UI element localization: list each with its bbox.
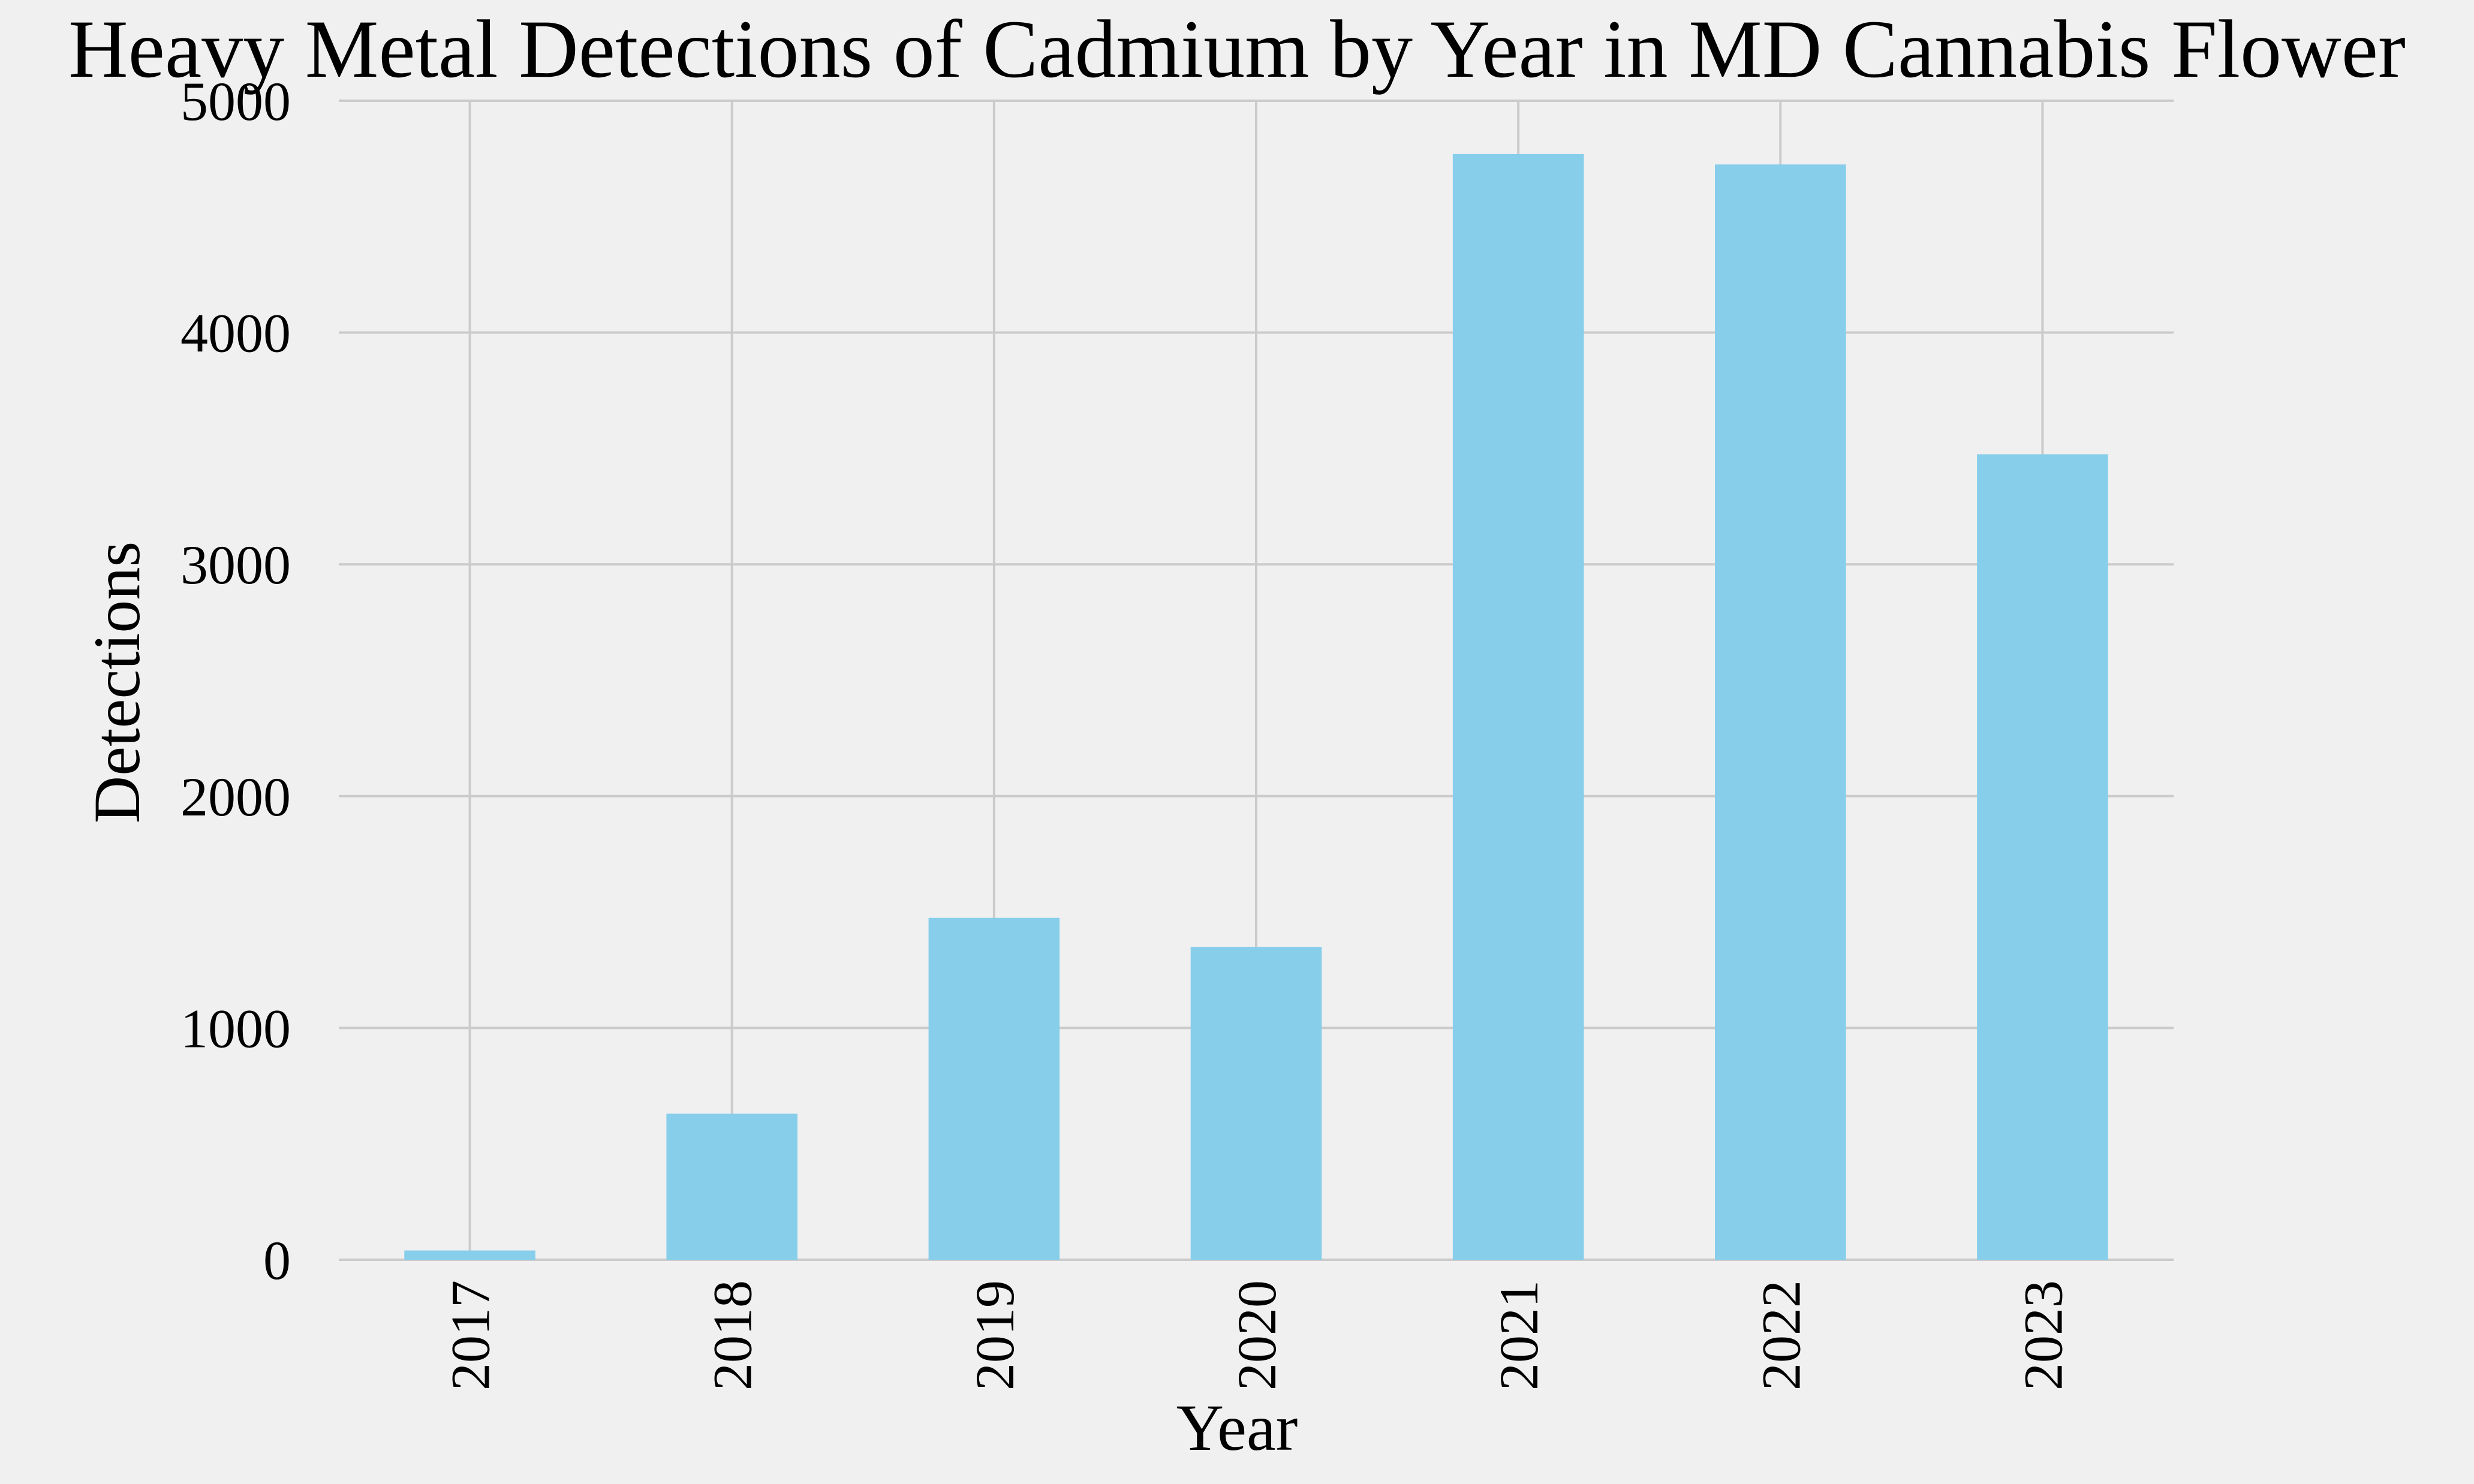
bar-2022 [1715,164,1846,1260]
bar-2021 [1452,153,1584,1260]
bars [404,153,2108,1260]
x-tick-labels: 2017 2018 2019 2020 2021 2022 2023 [440,1280,2074,1390]
y-tick-labels: 0 1000 2000 3000 4000 5000 [180,71,291,1291]
x-tick-label: 2023 [2012,1280,2073,1390]
bar-2023 [1977,454,2108,1260]
y-tick-label: 4000 [180,303,291,364]
bar-2018 [666,1113,797,1260]
bar-2017 [404,1250,535,1260]
x-tick-label: 2022 [1750,1280,1811,1390]
y-tick-label: 2000 [180,766,291,827]
bar-2020 [1190,947,1322,1260]
x-axis-title: Year [1176,1391,1298,1464]
y-tick-label: 1000 [180,998,291,1059]
bar-2019 [928,917,1060,1260]
x-tick-label: 2019 [964,1280,1025,1390]
x-tick-label: 2020 [1226,1280,1287,1390]
y-tick-label: 5000 [180,71,291,132]
chart-title: Heavy Metal Detections of Cadmium by Yea… [68,3,2406,95]
y-tick-label: 0 [263,1230,291,1291]
x-tick-label: 2018 [702,1280,763,1390]
y-tick-label: 3000 [180,534,291,595]
x-tick-label: 2017 [440,1280,501,1390]
x-tick-label: 2021 [1488,1280,1549,1390]
y-axis-title: Detections [80,541,154,823]
